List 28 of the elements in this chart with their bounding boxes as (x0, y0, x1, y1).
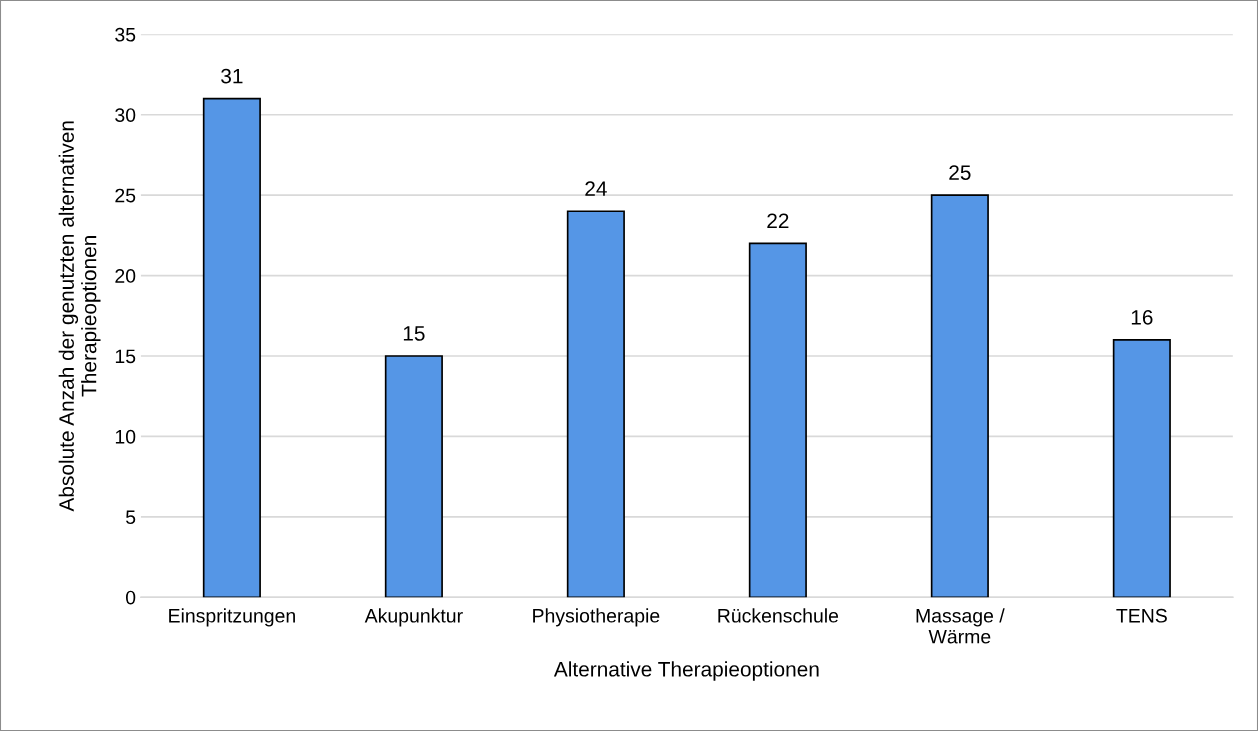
x-tick-label: TENS (1116, 608, 1167, 623)
data-label: 22 (767, 213, 789, 228)
bar (1112, 339, 1171, 598)
bar (930, 194, 989, 598)
y-axis-title: Absolute Anzah der genutzten alternativen Therapieoptionen (58, 121, 101, 512)
x-tick-label: Massage / Wärme (916, 608, 1005, 644)
x-axis-title: Alternative Therapieoptionen (553, 661, 819, 681)
x-tick-label: Einspritzungen (169, 608, 295, 627)
data-label: 25 (949, 165, 971, 180)
data-label: 24 (585, 181, 607, 196)
y-tick-label: 0 (125, 590, 136, 605)
x-tick-label: Akupunktur (364, 608, 463, 627)
y-tick-label: 5 (126, 510, 136, 525)
y-tick-label: 20 (115, 269, 136, 283)
bar (566, 210, 625, 598)
data-label: 31 (221, 68, 243, 84)
bar (384, 355, 443, 598)
y-tick-label: 10 (115, 429, 136, 444)
y-tick-label: 30 (115, 108, 136, 122)
x-tick-label: Rückenschule (718, 608, 839, 623)
data-label: 16 (1131, 309, 1153, 325)
bar (748, 242, 807, 598)
x-tick-label: Physiotherapie (533, 608, 660, 627)
y-tick-label: 35 (115, 27, 136, 42)
y-tick-label: 25 (115, 188, 136, 203)
bar (202, 97, 261, 598)
data-label: 15 (403, 326, 425, 341)
y-tick-label: 15 (115, 349, 136, 364)
